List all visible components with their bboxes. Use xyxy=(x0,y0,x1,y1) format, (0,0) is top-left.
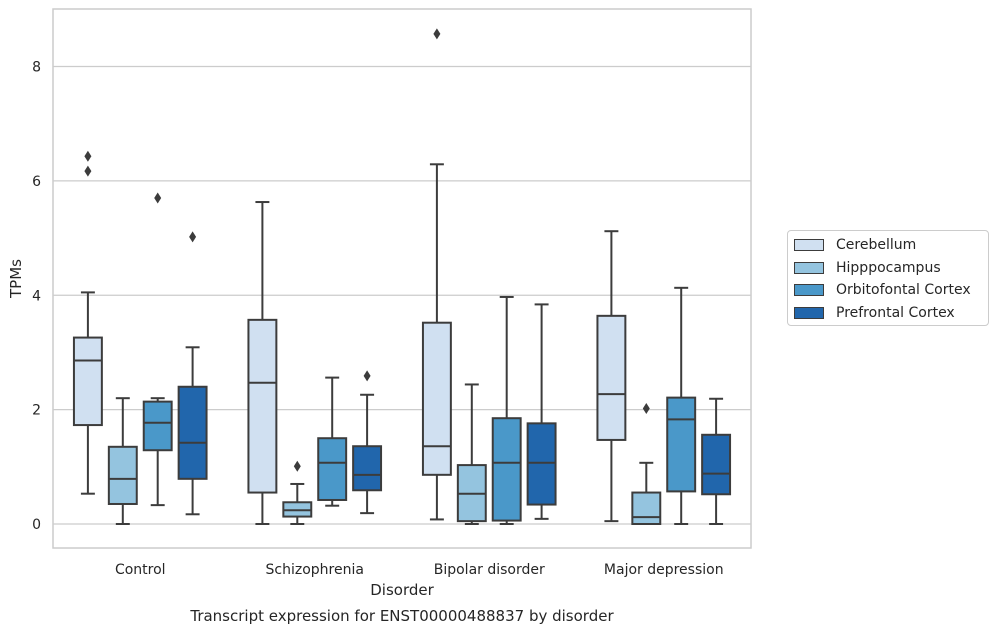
y-tick-label-6: 6 xyxy=(32,174,41,190)
legend-swatch-hippocampus xyxy=(794,262,824,274)
legend-swatch-orbitofrontal-cortex xyxy=(794,284,824,296)
x-tick-label-schizophrenia: Schizophrenia xyxy=(266,562,364,578)
outlier-cerebellum-bipolar-disorder-0 xyxy=(433,28,441,40)
box-hipppocampus-control xyxy=(107,445,138,505)
box-prefrontal-cortex-bipolar-disorder xyxy=(526,422,557,506)
box-cerebellum-major-depression xyxy=(596,314,627,441)
x-tick-label-bipolar-disorder: Bipolar disorder xyxy=(434,562,545,578)
legend-swatch-prefrontal-cortex xyxy=(794,307,824,319)
x-axis-label: Disorder xyxy=(370,581,434,599)
outlier-hipppocampus-schizophrenia-0 xyxy=(293,460,301,472)
legend-label-orbitofrontal-cortex: Orbitofontal Cortex xyxy=(836,282,971,298)
legend-item-hippocampus: Hipppocampus xyxy=(794,258,941,278)
box-hipppocampus-major-depression xyxy=(631,491,662,525)
box-cerebellum-bipolar-disorder xyxy=(421,321,452,476)
box-cerebellum-schizophrenia xyxy=(247,318,278,494)
y-axis-label: TPMs xyxy=(7,259,25,299)
box-prefrontal-cortex-major-depression xyxy=(701,433,732,496)
y-tick-label-8: 8 xyxy=(32,60,41,76)
box-orbitofontal-cortex-control xyxy=(142,400,173,452)
outlier-cerebellum-control-1 xyxy=(84,150,92,162)
legend-label-hippocampus: Hipppocampus xyxy=(836,260,941,276)
outlier-prefrontal-cortex-schizophrenia-0 xyxy=(363,370,371,382)
outlier-hipppocampus-major-depression-0 xyxy=(642,402,650,414)
box-prefrontal-cortex-schizophrenia xyxy=(352,445,383,492)
chart-title: Transcript expression for ENST0000048883… xyxy=(189,607,614,625)
outlier-cerebellum-control-0 xyxy=(84,165,92,177)
outlier-prefrontal-cortex-control-0 xyxy=(189,231,197,243)
outlier-orbitofontal-cortex-control-0 xyxy=(154,192,162,204)
box-orbitofontal-cortex-schizophrenia xyxy=(317,437,348,501)
box-prefrontal-cortex-control xyxy=(177,385,208,480)
y-tick-label-0: 0 xyxy=(32,517,41,533)
plot-frame xyxy=(52,8,752,549)
y-tick-label-2: 2 xyxy=(32,403,41,419)
legend-item-prefrontal-cortex: Prefrontal Cortex xyxy=(794,303,955,323)
legend-label-prefrontal-cortex: Prefrontal Cortex xyxy=(836,305,955,321)
y-tick-label-4: 4 xyxy=(32,288,41,304)
legend-swatch-cerebellum xyxy=(794,239,824,251)
legend: Cerebellum Hipppocampus Orbitofontal Cor… xyxy=(787,230,989,326)
x-tick-label-control: Control xyxy=(115,562,166,578)
box-cerebellum-control xyxy=(72,336,103,427)
legend-label-cerebellum: Cerebellum xyxy=(836,237,917,253)
legend-item-cerebellum: Cerebellum xyxy=(794,235,916,255)
x-tick-label-major-depression: Major depression xyxy=(604,562,724,578)
box-orbitofontal-cortex-bipolar-disorder xyxy=(491,417,522,522)
legend-item-orbitofrontal-cortex: Orbitofontal Cortex xyxy=(794,280,971,300)
box-orbitofontal-cortex-major-depression xyxy=(666,396,697,493)
